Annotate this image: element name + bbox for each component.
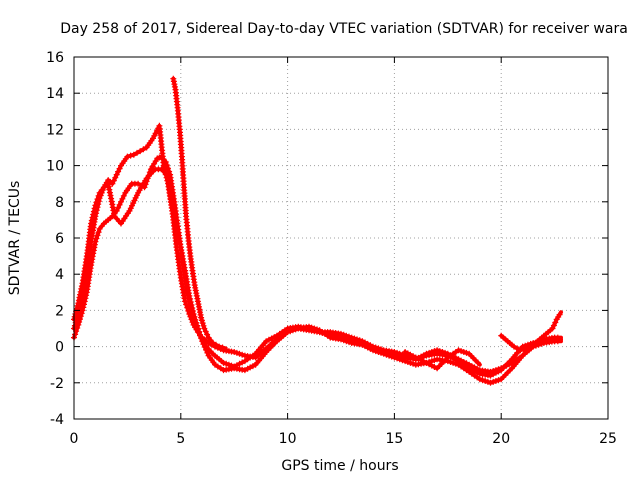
series-layer — [71, 75, 563, 386]
x-tick-label: 5 — [176, 431, 185, 447]
x-tick-label: 25 — [599, 431, 617, 447]
y-tick-label: 8 — [55, 195, 64, 211]
x-tick-label: 15 — [385, 431, 403, 447]
y-tick-label: 12 — [46, 122, 64, 138]
chart-title: Day 258 of 2017, Sidereal Day-to-day VTE… — [60, 21, 628, 37]
y-tick-label: 16 — [46, 50, 64, 66]
y-tick-label: -2 — [50, 376, 64, 392]
x-tick-label: 0 — [70, 431, 79, 447]
x-axis-label: GPS time / hours — [281, 458, 398, 474]
series-markers-track-6 — [402, 347, 481, 372]
y-axis-label: SDTVAR / TECUs — [7, 181, 23, 296]
x-tick-label: 20 — [492, 431, 510, 447]
y-tick-label: 10 — [46, 159, 64, 175]
tick-layer: -4 -2 0 2 4 6 8 10 12 14 16 0 5 10 15 20 25 — [46, 50, 617, 447]
series-markers-track-4 — [170, 75, 226, 351]
series-markers-track-5 — [498, 311, 563, 354]
y-tick-label: -4 — [50, 412, 64, 428]
grid-layer — [74, 57, 608, 419]
y-tick-label: 2 — [55, 303, 64, 319]
y-tick-label: 14 — [46, 86, 64, 102]
y-tick-label: 0 — [55, 340, 64, 356]
y-tick-label: 6 — [55, 231, 64, 247]
y-tick-label: 4 — [55, 267, 64, 283]
x-tick-label: 10 — [279, 431, 297, 447]
